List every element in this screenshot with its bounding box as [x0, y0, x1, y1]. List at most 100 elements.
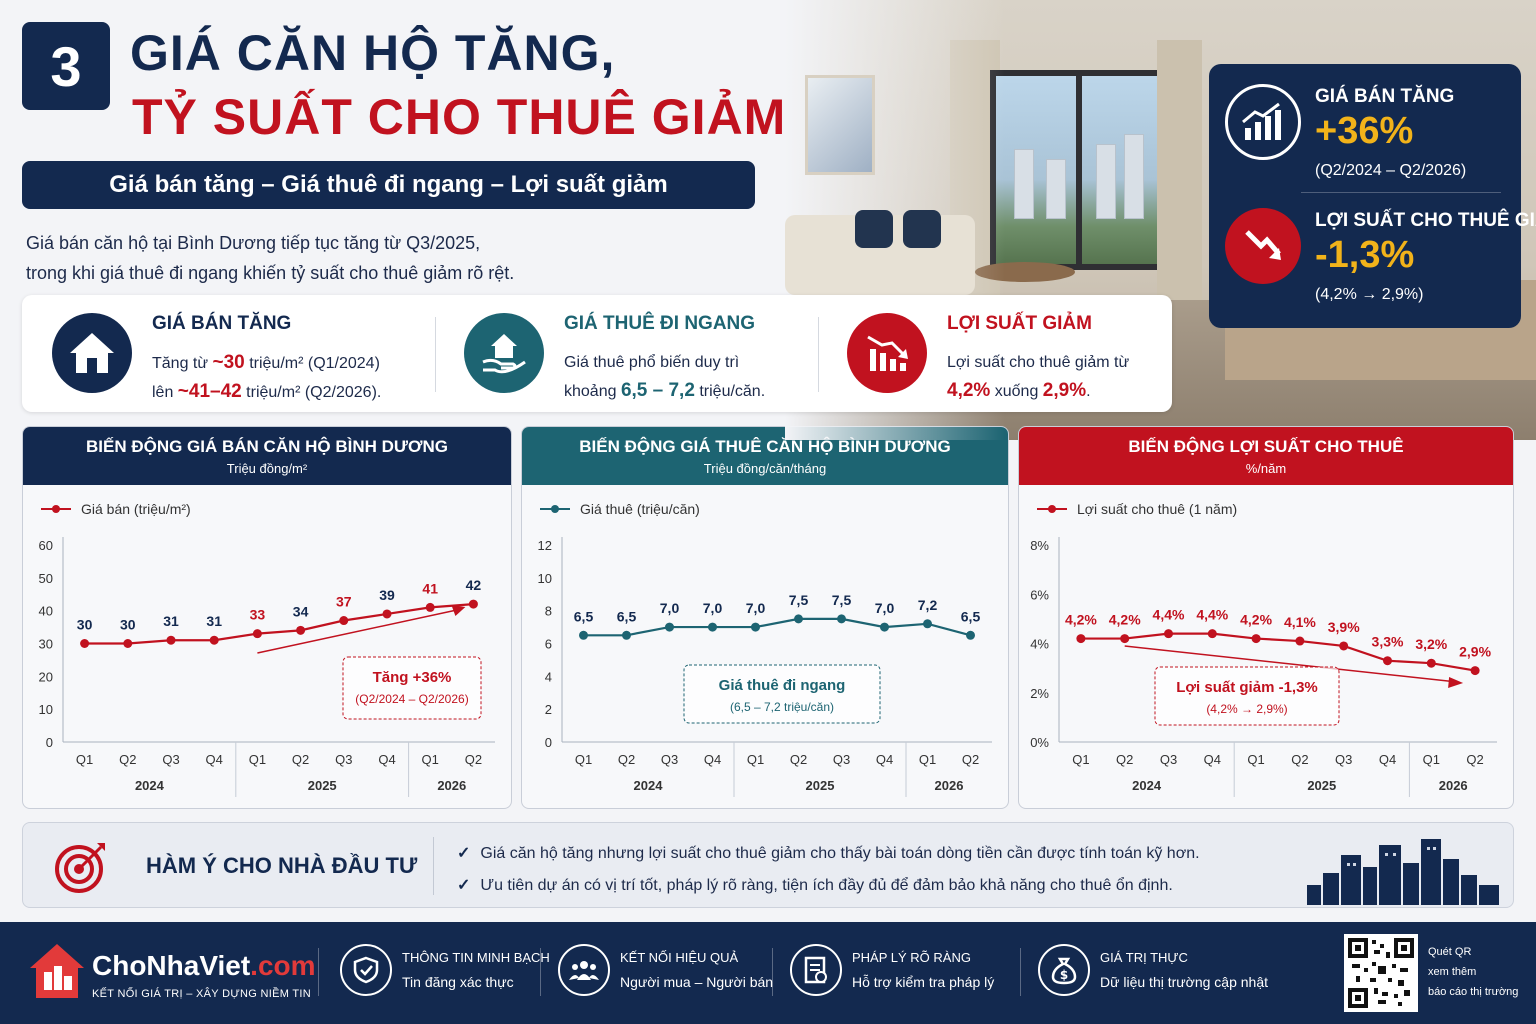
implications-title: HÀM Ý CHO NHÀ ĐẦU TƯ: [146, 853, 418, 878]
chart-panel-rent-price: BIẾN ĐỘNG GIÁ THUÊ CĂN HỘ BÌNH DƯƠNG Tri…: [521, 426, 1009, 809]
chart-panel-yield: BIẾN ĐỘNG LỢI SUẤT CHO THUÊ %/năm Lợi su…: [1018, 426, 1514, 809]
x-tick-label: Q2: [1291, 752, 1308, 767]
y-tick-label: 20: [39, 669, 53, 684]
data-point: [1076, 634, 1086, 644]
x-tick-label: Q2: [1116, 752, 1133, 767]
x-tick-label: Q3: [661, 752, 678, 767]
x-tick-label: Q4: [206, 752, 223, 767]
x-group-label: 2026: [437, 778, 466, 793]
data-label: 7,0: [746, 600, 766, 616]
chart-title: BIẾN ĐỘNG GIÁ THUÊ CĂN HỘ BÌNH DƯƠNG: [579, 437, 951, 456]
data-label: 4,2%: [1240, 612, 1272, 628]
y-tick-label: 0: [545, 735, 552, 750]
highlights-box: GIÁ BÁN TĂNG Tăng từ ~30 triệu/m² (Q1/20…: [22, 295, 1172, 412]
x-tick-label: Q1: [1072, 752, 1089, 767]
data-label: 30: [77, 617, 93, 633]
data-label: 33: [250, 607, 266, 623]
data-label: 7,5: [789, 592, 809, 608]
y-tick-label: 2%: [1030, 686, 1049, 701]
intro-text: Giá bán căn hộ tại Bình Dương tiếp tục t…: [26, 233, 515, 283]
data-label: 34: [293, 603, 309, 619]
x-tick-label: Q3: [1335, 752, 1352, 767]
x-group-label: 2024: [634, 778, 664, 793]
legend-label: Giá bán (triệu/m²): [81, 501, 191, 517]
data-label: 39: [379, 587, 395, 603]
chart-subtitle: %/năm: [1245, 461, 1287, 476]
y-tick-label: 6%: [1030, 587, 1049, 602]
x-tick-label: Q1: [422, 752, 439, 767]
legend-label: Giá thuê (triệu/căn): [580, 501, 700, 517]
series-line: [1080, 632, 1476, 672]
x-tick-label: Q1: [1247, 752, 1264, 767]
data-point: [339, 616, 349, 626]
annotation-sub: (6,5 – 7,2 triệu/căn): [730, 700, 834, 714]
logo-house-icon: [28, 942, 86, 1005]
data-point: [579, 630, 588, 640]
x-tick-label: Q2: [119, 752, 136, 767]
data-point: [622, 630, 631, 640]
data-label: 4,2%: [1065, 612, 1097, 628]
data-label: 7,0: [703, 600, 723, 616]
highlight-yield: LỢI SUẤT GIẢM Lợi suất cho thuê giảm từ 4…: [817, 295, 1172, 412]
data-label: 3,2%: [1415, 636, 1447, 652]
y-tick-label: 40: [39, 604, 53, 619]
x-tick-label: Q4: [378, 752, 395, 767]
x-tick-label: Q2: [790, 752, 807, 767]
chart-sale-price: Giá bán (triệu/m²) 0 10 20 30 40 50 60 Q1 Q2 Q3 Q4 Q…: [39, 501, 495, 797]
check-icon: ✓: [457, 845, 471, 862]
data-label: 3,3%: [1372, 634, 1404, 650]
x-tick-label: Q3: [833, 752, 850, 767]
data-label: 30: [120, 617, 136, 633]
y-tick-label: 50: [39, 571, 53, 586]
section-number: 3: [22, 22, 110, 110]
annotation-box: [1154, 666, 1340, 726]
y-tick-label: 6: [545, 637, 552, 652]
data-point: [751, 622, 760, 632]
x-group-label: 2024: [135, 778, 165, 793]
x-group-label: 2025: [1307, 778, 1336, 793]
x-tick-label: Q3: [335, 752, 352, 767]
data-point: [1164, 629, 1173, 639]
x-tick-label: Q1: [747, 752, 764, 767]
stat-price-increase: GIÁ BÁN TĂNG +36% (Q2/2024 – Q2/2026): [1223, 78, 1513, 198]
data-point: [1120, 634, 1130, 644]
data-point: [1207, 629, 1217, 639]
data-point: [209, 635, 219, 645]
subtitle-bar: Giá bán tăng – Giá thuê đi ngang – Lợi s…: [22, 161, 755, 209]
y-tick-label: 2: [545, 702, 552, 717]
y-tick-label: 10: [538, 571, 552, 586]
data-label: 4,2%: [1109, 612, 1141, 628]
x-tick-label: Q3: [162, 752, 179, 767]
brand-name[interactable]: ChoNhaViet.com: [92, 950, 316, 981]
data-label: 7,2: [918, 597, 938, 613]
x-tick-label: Q2: [465, 752, 482, 767]
x-group-label: 2025: [308, 778, 337, 793]
data-label: 6,5: [617, 608, 637, 624]
target-icon: [53, 839, 109, 900]
city-skyline-icon: [1305, 835, 1501, 910]
x-tick-label: Q1: [249, 752, 266, 767]
x-group-label: 2026: [935, 778, 964, 793]
data-label: 2,9%: [1459, 644, 1491, 660]
chart-subtitle: Triệu đồng/m²: [226, 461, 308, 476]
data-point: [1426, 658, 1436, 668]
x-tick-label: Q4: [1379, 752, 1396, 767]
y-tick-label: 8%: [1030, 538, 1049, 553]
chart-yield: Lợi suất cho thuê (1 năm) 0% 2% 4% 6% 8% Q1 Q2 Q…: [1030, 501, 1497, 797]
legend-marker: [1048, 505, 1056, 513]
x-tick-label: Q2: [618, 752, 635, 767]
chart-panel-sale-price: BIẾN ĐỘNG GIÁ BÁN CĂN HỘ BÌNH DƯƠNG Triệ…: [22, 426, 512, 809]
qr-code[interactable]: [1344, 934, 1418, 1012]
data-label: 6,5: [574, 608, 594, 624]
bar-chart-down-icon: [847, 313, 927, 393]
y-tick-label: 60: [39, 538, 53, 553]
document-icon: [790, 944, 842, 996]
chart-title: BIẾN ĐỘNG GIÁ BÁN CĂN HỘ BÌNH DƯƠNG: [86, 437, 448, 456]
data-point: [1383, 656, 1392, 666]
x-tick-label: Q1: [1423, 752, 1440, 767]
page-title-line2: TỶ SUẤT CHO THUÊ GIẢM: [132, 89, 787, 145]
data-label: 41: [422, 580, 438, 596]
implication-item: ✓ Giá căn hộ tăng nhưng lợi suất cho thuê…: [457, 845, 1200, 862]
data-label: 4,4%: [1153, 607, 1185, 623]
y-tick-label: 10: [39, 702, 53, 717]
